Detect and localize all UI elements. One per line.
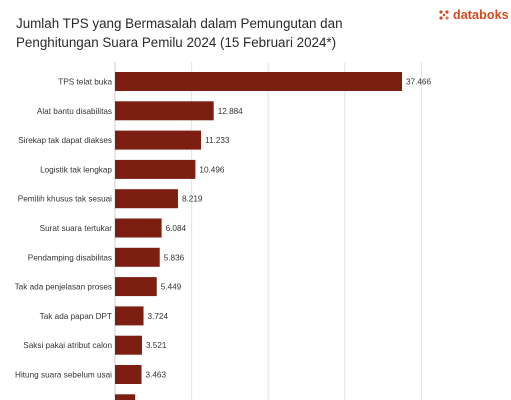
databoks-logo[interactable]: databoks [438, 8, 509, 22]
value-label: 5.449 [161, 283, 182, 292]
category-label: Logistik tak lengkap [40, 165, 112, 174]
bar [115, 277, 157, 297]
category-label: Pendamping disabilitas [28, 253, 112, 262]
bar [115, 159, 196, 179]
bar [115, 72, 402, 91]
bar [115, 306, 144, 326]
value-label: 37.466 [406, 78, 431, 87]
bar [115, 247, 160, 267]
value-label: 3.463 [146, 371, 167, 380]
value-label: 11.233 [205, 136, 230, 145]
category-label: Tak ada papan DPT [40, 312, 112, 321]
bar [115, 394, 136, 400]
category-label: Pemilih khusus tak sesuai [18, 195, 112, 204]
bar [115, 335, 142, 355]
value-label: 5.836 [164, 253, 185, 262]
value-label: 10.496 [199, 165, 224, 174]
bar [115, 189, 178, 209]
chart-title: Jumlah TPS yang Bermasalah dalam Pemungu… [16, 16, 343, 50]
category-label: Alat bantu disabilitas [37, 107, 112, 116]
databoks-logo-icon [439, 10, 449, 20]
value-label: 6.084 [166, 224, 187, 233]
bar [115, 130, 202, 150]
category-label: Hitung suara sebelum usai [15, 371, 112, 380]
bar [115, 101, 214, 121]
category-label: Surat suara tertukar [40, 224, 113, 233]
logo-text: databoks [453, 8, 509, 22]
value-label: 3.724 [148, 312, 169, 321]
category-label: TPS telat buka [58, 78, 112, 87]
category-label: Saksi pakai atribut calon [23, 341, 112, 350]
category-label: Tak ada penjelasan proses [15, 283, 112, 292]
bar [115, 218, 162, 238]
category-label: Sirekap tak dapat diakses [18, 136, 112, 145]
value-label: 12.884 [218, 107, 243, 116]
value-label: 3.521 [146, 341, 167, 350]
bar [115, 365, 142, 384]
value-label: 8.219 [182, 195, 203, 204]
